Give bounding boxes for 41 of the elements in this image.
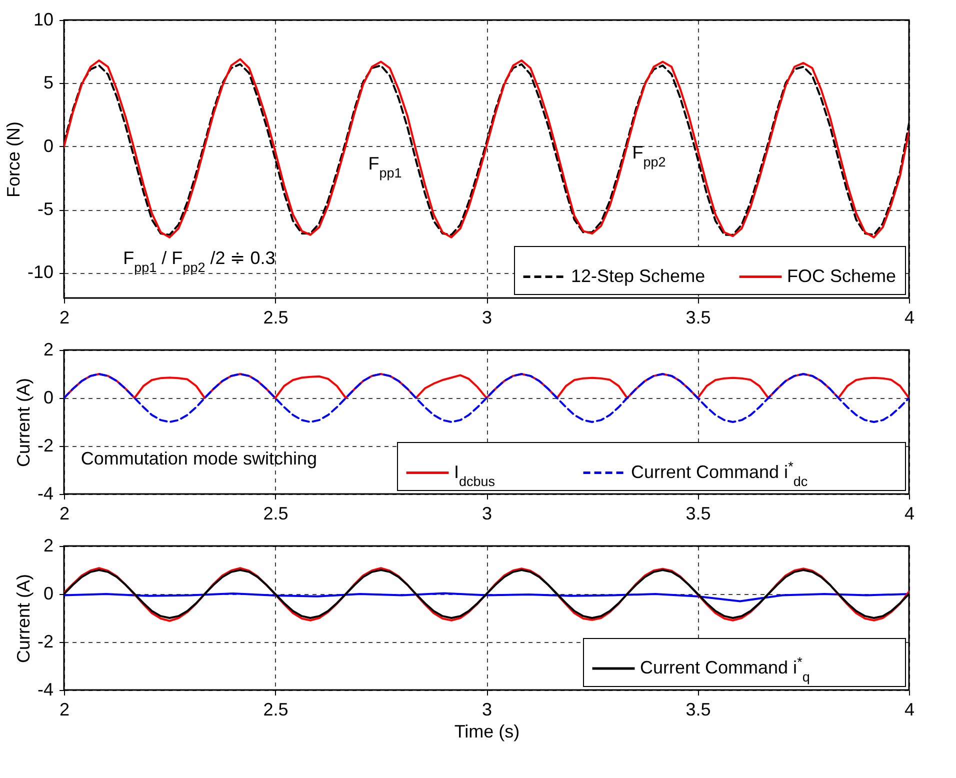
y-tick-label: 0 [43, 136, 54, 156]
x-tick-label: 3.5 [686, 504, 711, 524]
x-tick-label: 2 [59, 504, 70, 524]
y-tick-label: 2 [43, 536, 54, 556]
x-tick-label: 3 [482, 700, 492, 720]
y-tick-label: 5 [43, 72, 54, 93]
x-tick-label: 4 [904, 504, 915, 524]
x-tick-label: 2 [59, 700, 70, 720]
x-tick-label: 3 [482, 504, 492, 524]
y-tick-label: 10 [33, 10, 54, 30]
y-axis-title: Force (N) [3, 122, 24, 198]
y-axis-title: Current (A) [13, 378, 34, 468]
x-tick-label: 3.5 [686, 700, 711, 720]
y-tick-label: -5 [37, 199, 54, 220]
x-tick-label: 4 [904, 308, 915, 328]
x-tick-label: 2.5 [263, 700, 288, 720]
y-axis-title: Current (A) [13, 574, 34, 664]
x-tick-label: 2.5 [263, 504, 288, 524]
x-axis-title: Time (s) [454, 722, 520, 742]
annotation: F$_{pp1}$ [368, 154, 402, 180]
y-tick-label: -2 [37, 436, 54, 456]
legend-label: 12-Step Scheme [571, 266, 706, 286]
line-series [64, 592, 909, 602]
y-tick-label: -4 [37, 484, 54, 504]
line-series [64, 373, 909, 423]
annotation: F$_{pp1}$ / F$_{pp2}$ /2 ≑ 0.3 [123, 248, 276, 275]
annotation: Commutation mode switching [80, 448, 318, 468]
x-tick-label: 4 [904, 700, 915, 720]
y-tick-label: -2 [37, 632, 54, 652]
x-tick-label: 3 [482, 308, 492, 328]
y-tick-label: -10 [27, 262, 54, 282]
y-tick-label: 0 [43, 584, 54, 604]
x-tick-label: 3.5 [686, 308, 711, 328]
y-tick-label: 0 [43, 388, 54, 408]
legend-label: I$_{dcbus}$ [454, 462, 496, 488]
legend-label: FOC Scheme [787, 266, 896, 286]
x-tick-label: 2.5 [263, 308, 288, 328]
y-tick-label: 2 [43, 340, 54, 360]
y-tick-label: -4 [37, 680, 54, 700]
annotation: F$_{pp2}$ [632, 142, 666, 169]
x-tick-label: 2 [59, 308, 70, 328]
